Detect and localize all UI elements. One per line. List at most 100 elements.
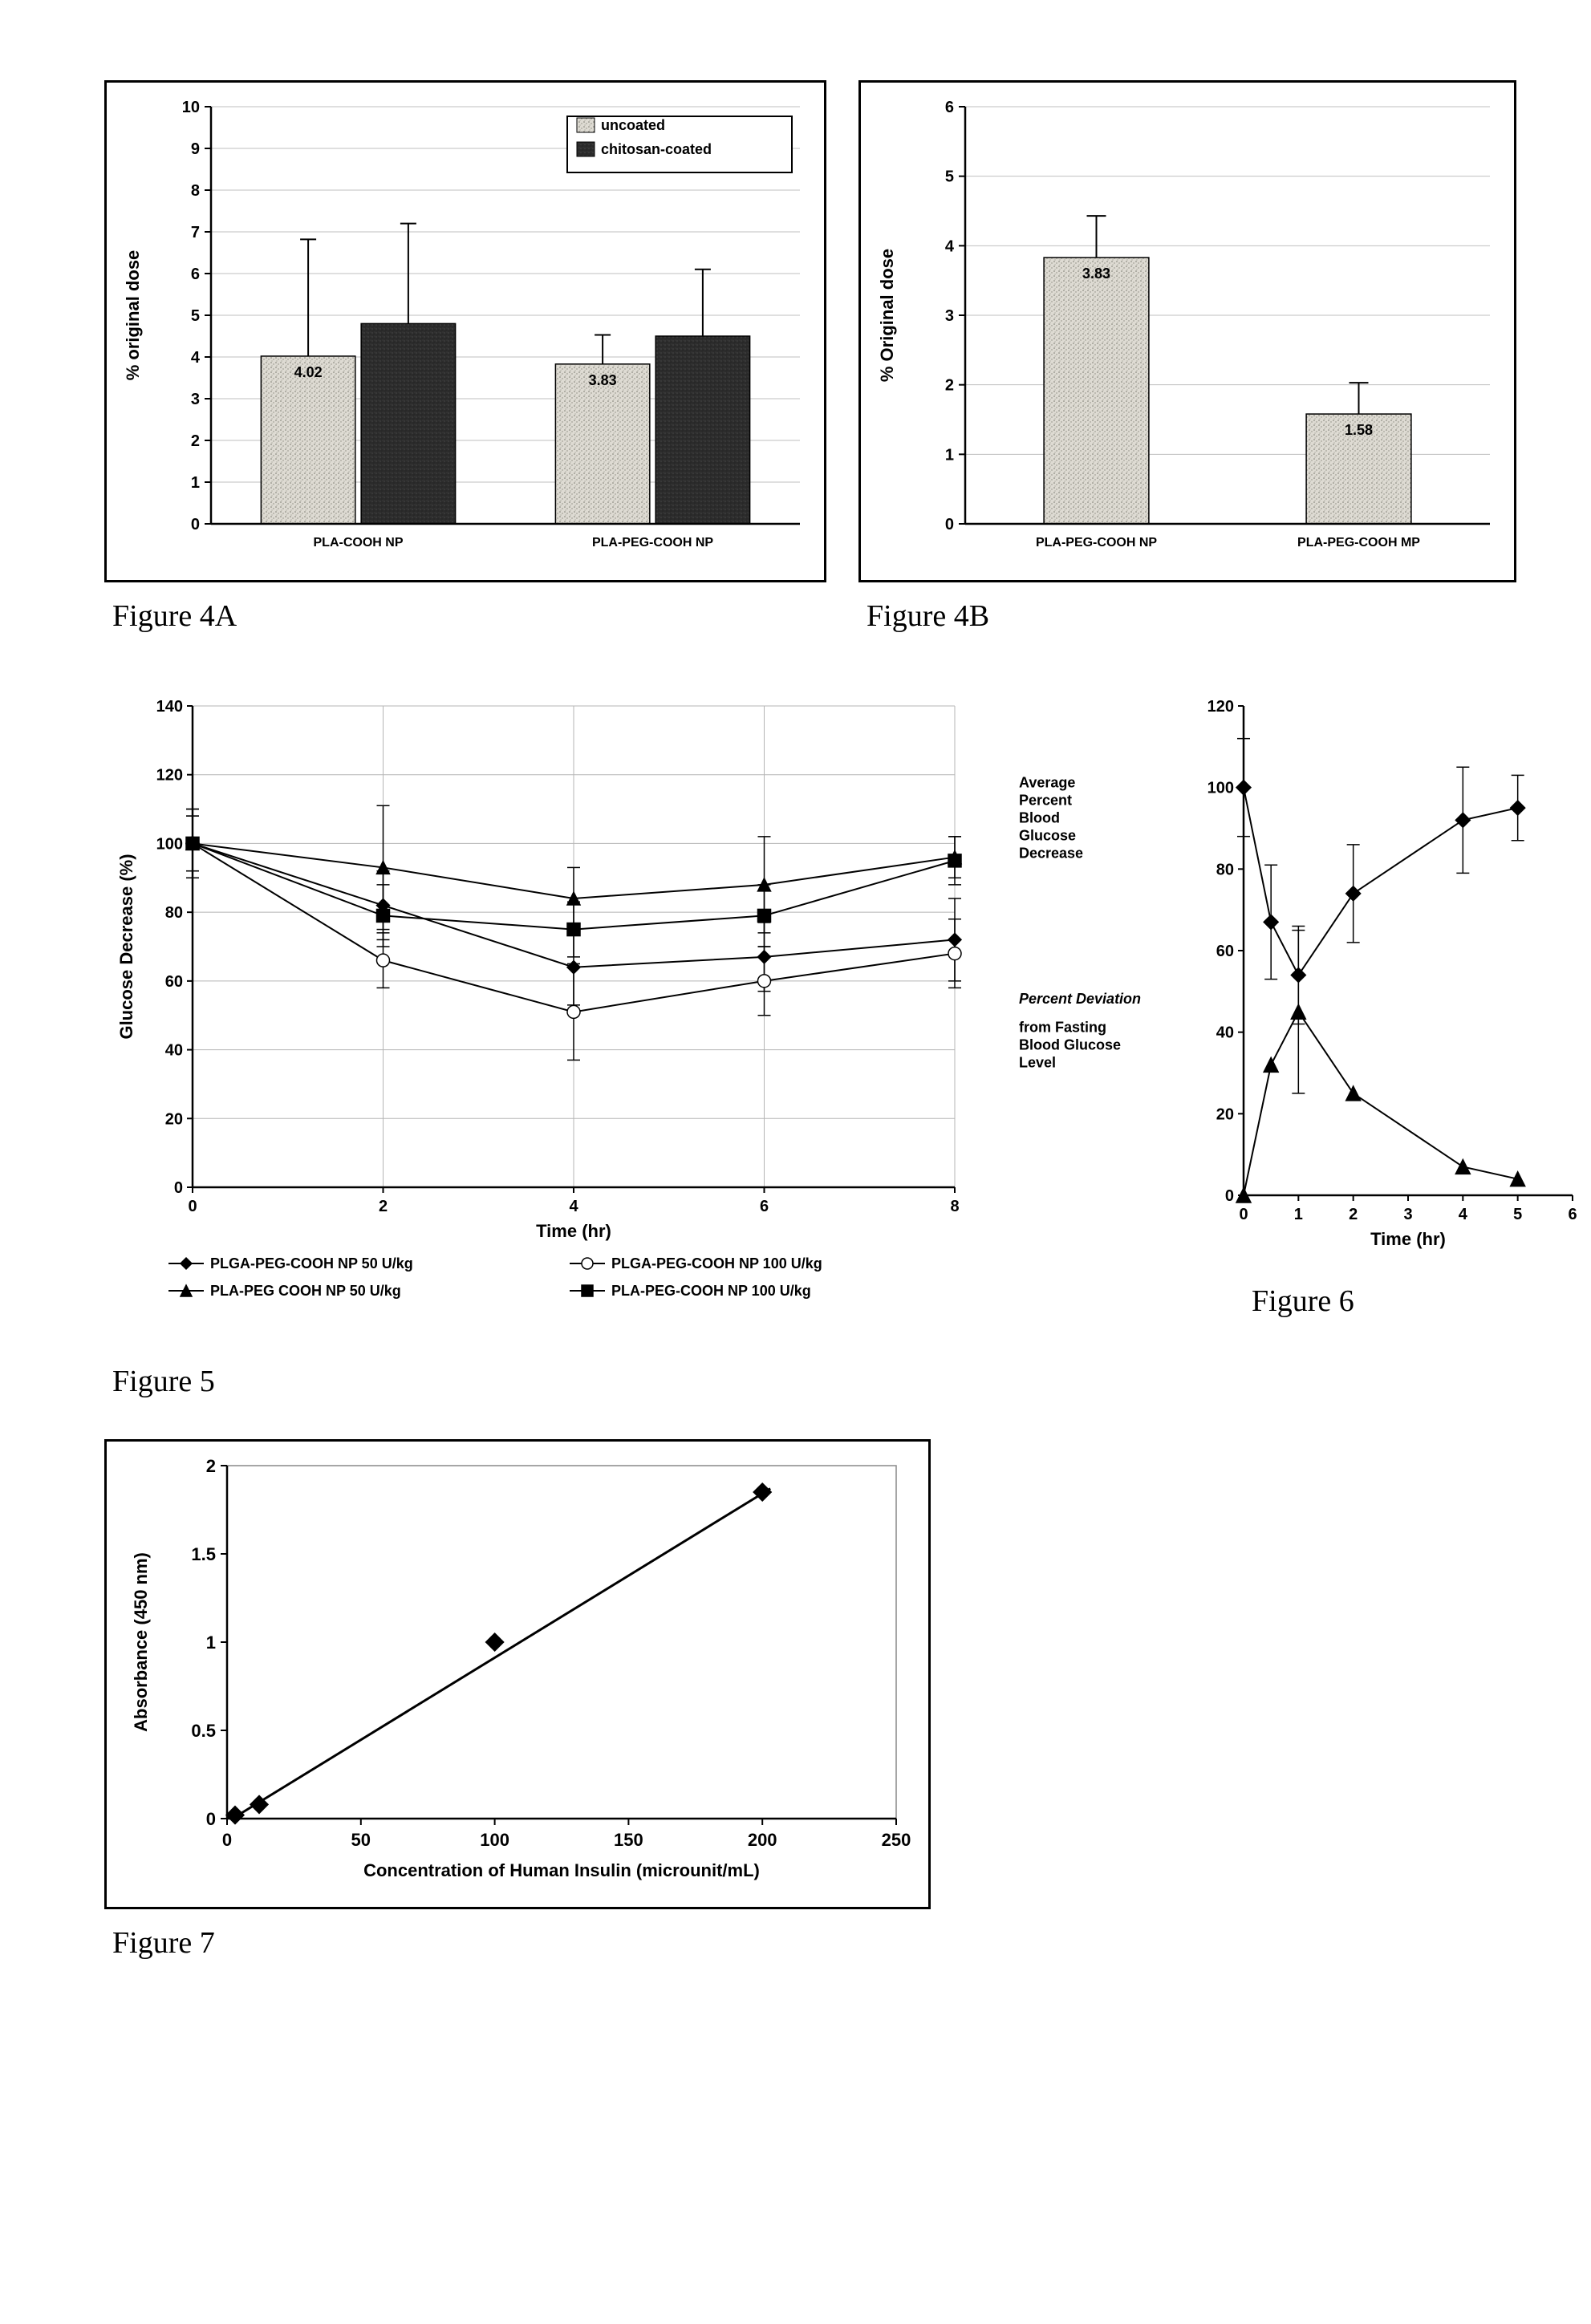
figure-4a-caption: Figure 4A	[112, 598, 826, 634]
figure-7-svg: 0 0.5 1 1.5 2 0 50 100 150 200 250 Concentration of…	[107, 1442, 928, 1907]
svg-text:5: 5	[1513, 1206, 1522, 1223]
figure-7-block: 0 0.5 1 1.5 2 0 50 100 150 200 250 Concentration of…	[104, 1439, 931, 1961]
svg-text:0: 0	[191, 516, 200, 533]
svg-text:4: 4	[569, 1198, 578, 1215]
svg-text:PLA-PEG-COOH NP: PLA-PEG-COOH NP	[592, 536, 713, 550]
svg-text:50: 50	[351, 1830, 371, 1850]
svg-text:1.58: 1.58	[1345, 422, 1373, 438]
svg-text:7: 7	[191, 224, 200, 241]
svg-text:3: 3	[945, 307, 954, 325]
figure-6-svg: 0204060801001200123456Time (hr)AveragePe…	[1011, 690, 1589, 1267]
svg-text:8: 8	[950, 1198, 959, 1215]
svg-text:4: 4	[1459, 1206, 1468, 1223]
figure-6-block: 0204060801001200123456Time (hr)AveragePe…	[1011, 690, 1589, 1351]
svg-text:PLA-PEG COOH NP 50 U/kg: PLA-PEG COOH NP 50 U/kg	[210, 1283, 401, 1299]
svg-text:140: 140	[156, 698, 183, 716]
figure-5-svg: 02040608010012014002468Time (hr)Glucose …	[104, 690, 979, 1348]
figure-4b-panel: 0 1 2 3 4 5 6 3.83 PLA-PEG-COOH NP 1.58 PLA-PEG-CO…	[858, 80, 1516, 582]
svg-text:40: 40	[165, 1042, 183, 1060]
svg-text:0: 0	[206, 1809, 216, 1829]
svg-text:60: 60	[165, 973, 183, 991]
figure-5-caption: Figure 5	[112, 1364, 979, 1399]
svg-text:4.02: 4.02	[294, 364, 323, 380]
svg-text:0.5: 0.5	[191, 1721, 216, 1741]
svg-text:PLGA-PEG-COOH NP 100 U/kg: PLGA-PEG-COOH NP 100 U/kg	[611, 1255, 822, 1272]
svg-text:2: 2	[191, 432, 200, 450]
svg-text:3.83: 3.83	[589, 372, 617, 388]
svg-text:4: 4	[191, 349, 201, 367]
svg-text:250: 250	[882, 1830, 911, 1850]
svg-text:Time (hr): Time (hr)	[1370, 1229, 1446, 1249]
svg-text:1.5: 1.5	[191, 1544, 216, 1564]
svg-text:Percent Deviation: Percent Deviation	[1019, 991, 1141, 1007]
svg-text:0: 0	[188, 1198, 197, 1215]
svg-text:3.83: 3.83	[1082, 266, 1110, 282]
svg-text:Decrease: Decrease	[1019, 846, 1083, 862]
svg-text:0: 0	[1239, 1206, 1248, 1223]
svg-text:1: 1	[191, 474, 200, 492]
svg-text:8: 8	[191, 182, 200, 200]
svg-text:80: 80	[165, 904, 183, 922]
svg-text:20: 20	[1216, 1105, 1234, 1123]
svg-text:2: 2	[379, 1198, 388, 1215]
svg-text:5: 5	[191, 307, 200, 325]
figure-6-caption: Figure 6	[1252, 1284, 1589, 1319]
figure-4a-svg: 0 1 2 3 4 5 6 7 8 9 10 4.02 PLA-COOH NP 3.83 PLA-PEG-C…	[107, 83, 824, 580]
svg-text:10: 10	[182, 99, 200, 116]
svg-text:chitosan-coated: chitosan-coated	[601, 141, 712, 157]
svg-text:200: 200	[748, 1830, 777, 1850]
svg-text:2: 2	[206, 1456, 216, 1476]
figure-4a-block: 0 1 2 3 4 5 6 7 8 9 10 4.02 PLA-COOH NP 3.83 PLA-PEG-C…	[104, 80, 826, 666]
svg-text:Blood: Blood	[1019, 810, 1060, 826]
svg-text:2: 2	[945, 377, 954, 395]
svg-text:6: 6	[945, 99, 954, 116]
svg-text:1: 1	[945, 446, 954, 464]
svg-text:0: 0	[174, 1179, 183, 1197]
svg-text:120: 120	[156, 767, 183, 785]
svg-text:5: 5	[945, 168, 954, 186]
svg-text:150: 150	[614, 1830, 643, 1850]
svg-text:100: 100	[156, 835, 183, 853]
svg-text:1: 1	[1294, 1206, 1303, 1223]
svg-text:9: 9	[191, 140, 200, 158]
svg-text:0: 0	[945, 516, 954, 533]
svg-text:0: 0	[222, 1830, 232, 1850]
svg-text:Absorbance (450 nm): Absorbance (450 nm)	[131, 1552, 151, 1732]
svg-text:3: 3	[1403, 1206, 1412, 1223]
figure-row-4: 0123456789104.02PLA-COOH NP3.83PLA-PEG-C…	[104, 80, 1511, 666]
svg-text:Level: Level	[1019, 1055, 1056, 1071]
svg-text:60: 60	[1216, 943, 1234, 960]
svg-text:PLA-PEG-COOH NP: PLA-PEG-COOH NP	[1036, 536, 1157, 550]
figure-row-5-6: 02040608010012014002468Time (hr)Glucose …	[104, 690, 1511, 1431]
svg-text:6: 6	[1568, 1206, 1577, 1223]
svg-text:4: 4	[945, 237, 955, 255]
svg-text:100: 100	[1207, 780, 1234, 797]
figure-7-caption: Figure 7	[112, 1925, 931, 1961]
svg-text:Glucose Decrease (%): Glucose Decrease (%)	[116, 854, 136, 1039]
svg-text:6: 6	[760, 1198, 769, 1215]
svg-text:1: 1	[206, 1632, 216, 1653]
svg-text:Blood Glucose: Blood Glucose	[1019, 1037, 1121, 1053]
svg-text:PLA-COOH NP: PLA-COOH NP	[314, 536, 404, 550]
svg-text:from Fasting: from Fasting	[1019, 1020, 1106, 1036]
figure-4a-panel: 0 1 2 3 4 5 6 7 8 9 10 4.02 PLA-COOH NP 3.83 PLA-PEG-C…	[104, 80, 826, 582]
svg-text:3: 3	[191, 391, 200, 408]
svg-text:uncoated: uncoated	[601, 117, 665, 133]
svg-text:% Original dose: % Original dose	[877, 249, 897, 382]
svg-text:Average: Average	[1019, 775, 1075, 791]
figure-4b-caption: Figure 4B	[867, 598, 1516, 634]
figure-5-block: 02040608010012014002468Time (hr)Glucose …	[104, 690, 979, 1431]
svg-text:20: 20	[165, 1110, 183, 1128]
svg-text:PLA-PEG-COOH MP: PLA-PEG-COOH MP	[1297, 536, 1420, 550]
svg-text:6: 6	[191, 266, 200, 283]
svg-text:PLA-PEG-COOH NP 100 U/kg: PLA-PEG-COOH NP 100 U/kg	[611, 1283, 811, 1299]
svg-text:100: 100	[480, 1830, 509, 1850]
svg-text:Concentration of Human Insulin: Concentration of Human Insulin (microuni…	[363, 1860, 760, 1880]
svg-text:Glucose: Glucose	[1019, 828, 1076, 844]
svg-text:40: 40	[1216, 1024, 1234, 1042]
svg-text:Percent: Percent	[1019, 793, 1072, 809]
svg-text:120: 120	[1207, 698, 1234, 716]
figure-7-panel: 0 0.5 1 1.5 2 0 50 100 150 200 250 Concentration of…	[104, 1439, 931, 1909]
svg-text:80: 80	[1216, 861, 1234, 878]
figure-4b-svg: 0 1 2 3 4 5 6 3.83 PLA-PEG-COOH NP 1.58 PLA-PEG-CO…	[861, 83, 1514, 580]
